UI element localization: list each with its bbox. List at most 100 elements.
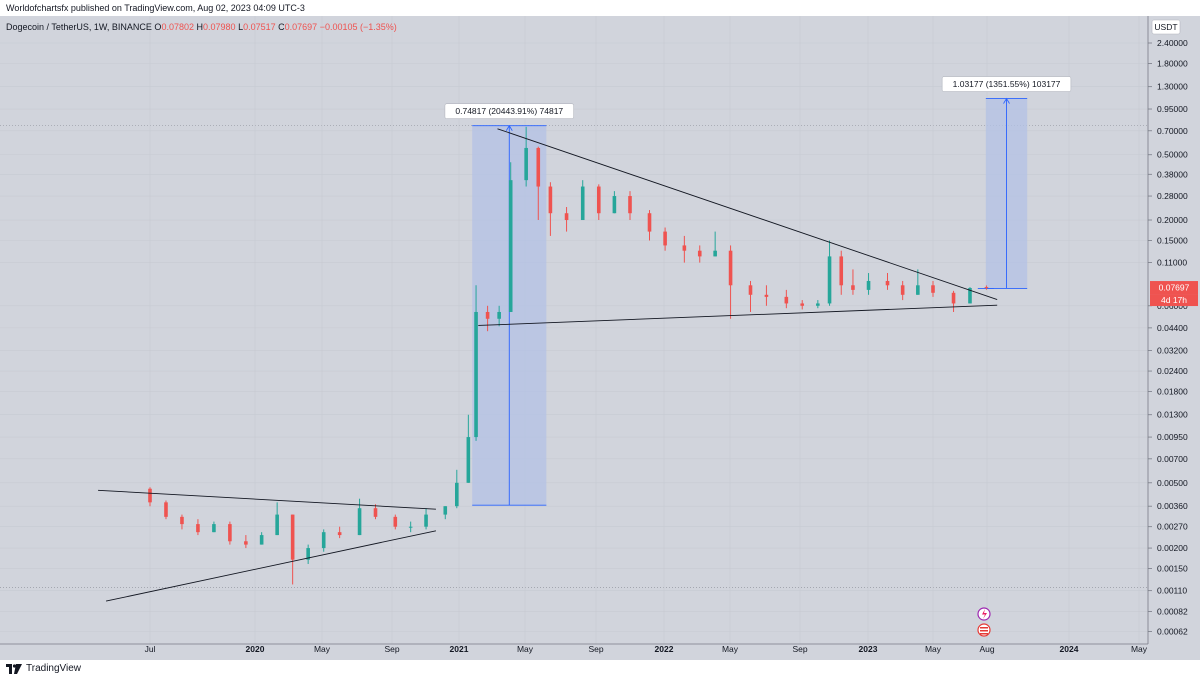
candle[interactable] [497,305,501,327]
candle[interactable] [713,231,717,257]
candle[interactable] [931,280,935,297]
candle-body [885,280,890,286]
candle[interactable] [148,487,152,507]
countdown-badge [1150,294,1198,307]
candle[interactable] [337,526,342,539]
trendline[interactable] [105,530,437,602]
candle-body [851,285,855,290]
candle[interactable] [612,191,617,214]
candle[interactable] [321,529,326,552]
candle-body [800,303,805,306]
candle-body [443,506,448,515]
candle[interactable] [596,184,601,221]
candle[interactable] [443,506,448,520]
candle[interactable] [900,280,905,301]
candle-body [164,502,168,517]
candle-body [424,514,428,527]
candle[interactable] [951,290,956,312]
candle[interactable] [508,162,513,312]
currency-button[interactable]: USDT [1151,19,1181,35]
candle[interactable] [885,273,890,290]
candle-body [196,524,200,533]
symbol-legend: Dogecoin / TetherUS, 1W, BINANCE O0.0780… [6,22,397,32]
candle[interactable] [866,273,871,295]
ohlc-close-label: C [278,22,285,32]
candle[interactable] [580,180,585,221]
candle[interactable] [259,532,264,545]
candle-body [984,287,989,289]
price-chart[interactable]: 0.74817 (20443.91%) 74817 1.03177 (1351.5… [0,16,1200,660]
y-tick-label: 0.04400 [1157,323,1188,333]
candle[interactable] [851,269,855,295]
candle[interactable] [164,500,168,520]
candle[interactable] [697,245,702,263]
candle[interactable] [485,305,490,332]
y-tick-label: 0.00270 [1157,522,1188,532]
x-tick-label: 2021 [450,644,469,654]
candle[interactable] [275,502,279,536]
candle[interactable] [827,240,832,306]
candle-body [827,256,832,304]
candle[interactable] [984,285,989,290]
candle[interactable] [212,521,216,533]
candle[interactable] [357,498,362,536]
ohlc-low: 0.07517 [243,22,276,32]
candle[interactable] [290,514,295,585]
candle[interactable] [455,469,459,509]
tradingview-brand[interactable]: TradingView [6,663,81,674]
candle-body [321,532,326,549]
candle[interactable] [524,126,528,187]
y-tick-label: 0.02400 [1157,366,1188,376]
y-tick-label: 0.95000 [1157,104,1188,114]
x-tick-label: 2020 [246,644,265,654]
candle-body [548,186,553,214]
candle[interactable] [474,285,478,441]
candle[interactable] [228,521,232,545]
candle[interactable] [728,245,733,319]
x-tick-label: May [1131,644,1148,654]
candle[interactable] [748,280,753,312]
candle[interactable] [663,227,667,251]
candle[interactable] [647,210,652,241]
trendline[interactable] [497,128,998,300]
trendlines [98,128,998,602]
ohlc-change: −0.00105 (−1.35%) [319,22,397,32]
candle[interactable] [816,300,820,309]
candle[interactable] [373,504,378,520]
candle[interactable] [306,544,310,564]
candle[interactable] [839,250,844,295]
trendline[interactable] [478,304,998,326]
candle[interactable] [196,519,200,536]
candle[interactable] [393,514,398,530]
candle[interactable] [244,535,248,549]
footer-bar [0,660,1200,680]
candle-body [697,250,702,257]
candle-body [524,147,528,181]
time-axis[interactable]: Jul 2020 May Sep 2021 May Sep 2022 May Sep 2023 May… [0,643,1148,654]
price-badges: USDT 0.07697 4d 17h [1150,19,1198,307]
y-tick-label: 0.28000 [1157,191,1188,201]
candle[interactable] [628,191,632,221]
candle[interactable] [466,414,471,483]
candle[interactable] [764,285,769,306]
price-axis[interactable]: 2.40000 1.80000 1.30000 0.95000 0.70000 0.500… [1147,16,1200,644]
candle[interactable] [784,289,789,309]
candle[interactable] [564,207,569,232]
candle[interactable] [408,521,413,533]
candle[interactable] [800,300,805,310]
trendline[interactable] [98,489,436,510]
candle-body [816,303,820,306]
side-icons [977,607,991,637]
x-tick-label: May [925,644,942,654]
candle-body [212,524,216,533]
candle[interactable] [180,514,184,530]
candle[interactable] [424,508,428,530]
candle-body [580,186,585,221]
candle-body [474,311,478,438]
candles [148,126,989,585]
candle[interactable] [682,235,687,263]
candle[interactable] [916,269,920,295]
candle[interactable] [536,146,541,221]
flag-stripe [980,633,988,635]
candle[interactable] [548,182,553,236]
